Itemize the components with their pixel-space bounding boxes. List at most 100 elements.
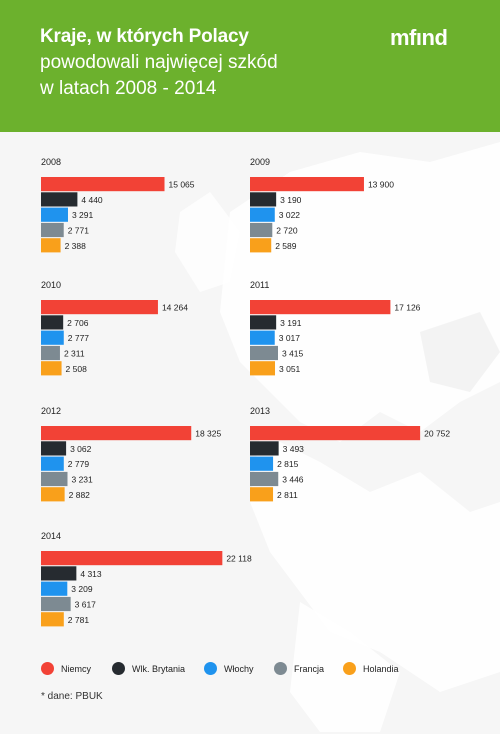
legend-swatch-holandia: [343, 662, 356, 675]
bar-wlk-brytania: [41, 315, 64, 330]
bar-w-ochy: [41, 330, 64, 345]
legend-item-wlk-brytania: Wlk. Brytania: [112, 662, 185, 675]
chart-panel-2010: 2010 14 264 2 706 2 777 2 311 2 508: [41, 280, 188, 376]
bar-value-label: 20 752: [424, 429, 450, 439]
bar-wlk-brytania: [250, 441, 279, 456]
bar-francja: [41, 222, 64, 238]
bar-w-ochy: [41, 456, 64, 471]
chart-panel-2013: 2013 20 752 3 493 2 815 3 446 2 811: [250, 406, 450, 502]
bar-value-label: 2 771: [68, 226, 90, 236]
chart-panel-2011: 2011 17 126 3 191 3 017 3 415 3 051: [250, 280, 421, 376]
panel-year-label: 2012: [41, 406, 61, 416]
bar-value-label: 2 777: [68, 333, 90, 343]
bar-value-label: 3 415: [282, 349, 304, 359]
legend-label: Francja: [294, 663, 325, 674]
legend-swatch-niemcy: [41, 662, 54, 675]
bar-value-label: 3 051: [279, 364, 301, 374]
legend-label: Holandia: [363, 663, 399, 674]
bar-niemcy: [41, 177, 165, 192]
bar-value-label: 3 062: [70, 444, 92, 454]
chart-panel-2009: 2009 13 900 3 190 3 022 2 720 2 589: [250, 157, 394, 253]
panel-year-label: 2013: [250, 406, 270, 416]
panel-year-label: 2014: [41, 531, 61, 541]
mfind-logo: mfınd: [390, 25, 448, 50]
bar-w-ochy: [41, 207, 68, 222]
legend-item-wlochy: Włochy: [204, 662, 254, 675]
bar-value-label: 3 617: [75, 600, 97, 610]
legend-swatch-francja: [274, 662, 287, 675]
bar-value-label: 3 190: [280, 195, 302, 205]
bar-value-label: 18 325: [195, 429, 221, 439]
legend-swatch-wlk-brytania: [112, 662, 125, 675]
bar-wlk-brytania: [250, 192, 277, 207]
bar-francja: [41, 596, 71, 612]
panel-year-label: 2009: [250, 157, 270, 167]
bar-value-label: 4 313: [80, 569, 102, 579]
bar-value-label: 15 065: [169, 180, 195, 190]
bar-value-label: 2 815: [277, 459, 299, 469]
panel-year-label: 2011: [250, 280, 269, 290]
legend-label: Wlk. Brytania: [132, 663, 186, 674]
bar-value-label: 14 264: [162, 303, 188, 313]
bar-holandia: [250, 238, 272, 253]
bar-value-label: 2 779: [68, 459, 90, 469]
bar-value-label: 3 017: [279, 333, 301, 343]
bar-holandia: [41, 361, 62, 376]
title-line-2: powodowali najwięcej szkód: [40, 52, 278, 73]
title-line-1: Kraje, w których Polacy: [40, 26, 249, 47]
legend-item-holandia: Holandia: [343, 662, 399, 675]
bar-niemcy: [41, 426, 192, 441]
bar-holandia: [41, 238, 61, 253]
bar-value-label: 3 209: [71, 584, 93, 594]
bar-value-label: 2 388: [65, 241, 87, 251]
bar-value-label: 3 231: [71, 475, 93, 485]
bar-wlk-brytania: [41, 192, 78, 207]
bar-value-label: 2 781: [68, 615, 90, 625]
bar-value-label: 4 440: [81, 195, 103, 205]
bar-value-label: 13 900: [368, 180, 394, 190]
legend-item-francja: Francja: [274, 662, 324, 675]
bar-niemcy: [250, 426, 421, 441]
bar-niemcy: [250, 177, 364, 192]
bar-value-label: 2 811: [277, 490, 298, 500]
chart-panel-2012: 2012 18 325 3 062 2 779 3 231 2 882: [41, 406, 222, 502]
bar-w-ochy: [250, 207, 275, 222]
chart-panel-2008: 2008 15 065 4 440 3 291 2 771 2 388: [41, 157, 195, 253]
bar-value-label: 2 720: [276, 226, 298, 236]
title-line-3: w latach 2008 - 2014: [40, 78, 217, 99]
legend-swatch-wlochy: [204, 662, 217, 675]
bar-wlk-brytania: [250, 315, 277, 330]
bar-value-label: 17 126: [394, 303, 420, 313]
bar-w-ochy: [250, 330, 275, 345]
bar-value-label: 22 118: [226, 554, 252, 564]
bar-w-ochy: [250, 456, 274, 471]
bar-wlk-brytania: [41, 441, 67, 456]
panel-year-label: 2008: [41, 157, 61, 167]
bar-francja: [250, 222, 273, 238]
panel-year-label: 2010: [41, 280, 61, 290]
legend-item-niemcy: Niemcy: [41, 662, 91, 675]
bar-value-label: 2 706: [67, 318, 89, 328]
legend-label: Niemcy: [61, 663, 92, 674]
bar-w-ochy: [41, 581, 68, 596]
bar-value-label: 2 882: [69, 490, 91, 500]
bar-niemcy: [41, 551, 223, 566]
bar-francja: [250, 345, 278, 361]
chart-panel-2014: 2014 22 118 4 313 3 209 3 617 2 781: [41, 531, 252, 627]
bar-value-label: 3 446: [282, 475, 304, 485]
europe-map-background: [175, 142, 500, 732]
legend-label: Włochy: [224, 663, 254, 674]
bar-francja: [41, 345, 60, 361]
bar-holandia: [250, 361, 276, 376]
bar-value-label: 2 508: [66, 364, 88, 374]
bar-value-label: 3 191: [280, 318, 302, 328]
bar-value-label: 3 022: [279, 210, 301, 220]
bar-niemcy: [250, 300, 391, 315]
header-banner: Kraje, w których Polacy powodowali najwi…: [0, 0, 500, 132]
bar-value-label: 2 311: [64, 349, 85, 359]
bar-value-label: 2 589: [275, 241, 297, 251]
bar-value-label: 3 493: [283, 444, 305, 454]
bar-niemcy: [41, 300, 158, 315]
